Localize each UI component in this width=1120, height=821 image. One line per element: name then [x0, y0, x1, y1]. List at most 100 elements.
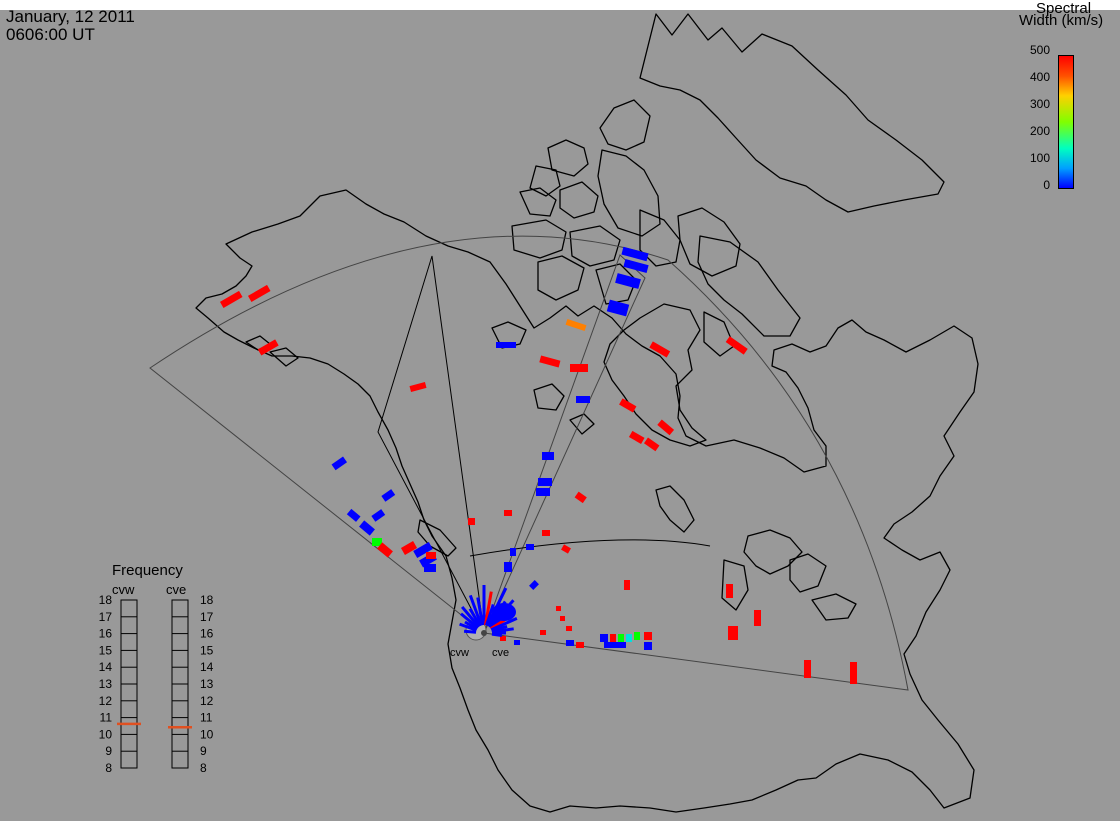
- echo-marker: [371, 509, 386, 522]
- frequency-label-cve: cve: [166, 582, 186, 597]
- frequency-panel: Frequency cvw cve 18 18 17 17 16 16 15 15 14 14 13…: [99, 562, 214, 775]
- echo-marker: [600, 634, 608, 642]
- near-range-echo-cluster: [492, 603, 516, 621]
- echo-marker: [624, 580, 630, 590]
- echo-marker: [619, 398, 637, 413]
- echo-marker: [606, 299, 630, 317]
- echo-marker: [359, 520, 375, 536]
- near-range-echo: [459, 622, 477, 632]
- frequency-tick-right: 9: [200, 744, 207, 758]
- echo-marker: [725, 336, 748, 355]
- echo-marker: [504, 510, 512, 516]
- echo-marker: [804, 660, 811, 678]
- frequency-tick-left: 10: [99, 727, 113, 741]
- near-range-echo: [476, 597, 485, 626]
- echo-marker: [621, 246, 649, 262]
- echo-marker: [526, 544, 534, 550]
- frequency-tick-right: 10: [200, 727, 214, 741]
- echo-marker: [409, 382, 427, 392]
- echo-marker: [219, 290, 243, 308]
- echo-marker: [560, 616, 565, 621]
- site-label-cvw: cvw: [450, 647, 469, 659]
- echo-marker: [539, 355, 561, 368]
- frequency-tick-left: 12: [99, 694, 113, 708]
- colorbar-tick-0: 0: [1043, 178, 1050, 192]
- frequency-tick-right: 17: [200, 610, 214, 624]
- echo-marker: [257, 339, 279, 356]
- frequency-tick-left: 13: [99, 677, 113, 691]
- colorbar-tick-400: 400: [1029, 70, 1050, 84]
- echo-marker: [576, 396, 590, 403]
- near-range-echo: [468, 594, 483, 626]
- near-range-echo: [464, 620, 478, 631]
- echo-marker: [623, 259, 649, 273]
- echo-marker: [610, 634, 616, 642]
- frequency-tick-right: 14: [200, 660, 214, 674]
- near-range-echo: [490, 616, 518, 632]
- echo-marker: [424, 564, 436, 572]
- near-range-echo: [460, 605, 481, 628]
- echo-marker: [850, 662, 857, 684]
- site-label-cve: cve: [492, 647, 509, 659]
- echo-marker: [566, 626, 572, 631]
- frequency-tick-right: 12: [200, 694, 214, 708]
- frequency-tick-left: 8: [105, 761, 112, 775]
- echo-marker: [247, 284, 271, 302]
- near-range-echo: [491, 632, 503, 637]
- echo-marker: [381, 489, 396, 502]
- colorbar-tick-500: 500: [1029, 43, 1050, 57]
- colorbar-title-line1: Spectral: [1036, 0, 1092, 17]
- echo-marker: [346, 508, 361, 522]
- frequency-tick-left: 15: [99, 643, 113, 657]
- echo-marker: [468, 518, 475, 525]
- echo-marker: [514, 640, 520, 645]
- frequency-tick-left: 16: [99, 627, 113, 641]
- echo-marker: [628, 430, 645, 444]
- colorbar-tick-100: 100: [1029, 151, 1050, 165]
- frequency-tick-left: 17: [99, 610, 113, 624]
- echo-marker: [574, 491, 587, 504]
- time-label: 0606:00 UT: [6, 25, 95, 44]
- echo-marker: [538, 478, 552, 486]
- date-label: January, 12 2011: [6, 7, 135, 26]
- frequency-marker-cvw: [117, 722, 141, 726]
- frequency-tick-right: 16: [200, 627, 214, 641]
- near-range-echo: [491, 627, 514, 634]
- frequency-tick-left: 18: [99, 593, 113, 607]
- echo-marker: [542, 530, 550, 536]
- echo-marker: [566, 640, 574, 646]
- echo-marker: [500, 636, 506, 641]
- frequency-tick-left: 11: [100, 711, 113, 725]
- echo-marker: [615, 273, 641, 289]
- echo-marker: [634, 632, 640, 640]
- echo-marker: [626, 634, 632, 642]
- frequency-tick-right: 8: [200, 761, 207, 775]
- echo-marker: [570, 364, 588, 372]
- echo-marker: [540, 630, 546, 635]
- frequency-title: Frequency: [112, 562, 183, 579]
- echo-marker: [726, 584, 733, 598]
- coastlines: [195, 13, 979, 813]
- colorbar-tick-300: 300: [1029, 97, 1050, 111]
- echo-marker: [400, 541, 418, 555]
- near-range-echoes: [459, 585, 518, 637]
- echo-marker: [542, 452, 554, 460]
- echo-marker: [576, 642, 584, 648]
- echo-marker: [754, 610, 761, 626]
- echo-marker: [728, 626, 738, 640]
- map-background: [0, 10, 1120, 821]
- near-range-echo: [483, 591, 493, 626]
- frequency-tick-right: 15: [200, 643, 214, 657]
- colorbar-tick-200: 200: [1029, 124, 1050, 138]
- frequency-tick-right: 13: [200, 677, 214, 691]
- echo-marker: [556, 606, 561, 611]
- echo-marker: [643, 437, 660, 452]
- echo-marker: [413, 542, 433, 558]
- near-range-echo: [460, 612, 479, 630]
- echo-marker: [657, 419, 675, 436]
- echo-marker: [604, 642, 626, 648]
- frequency-marker-cve: [168, 726, 192, 729]
- colorbar-gradient: [1058, 55, 1074, 189]
- echo-marker: [561, 544, 571, 554]
